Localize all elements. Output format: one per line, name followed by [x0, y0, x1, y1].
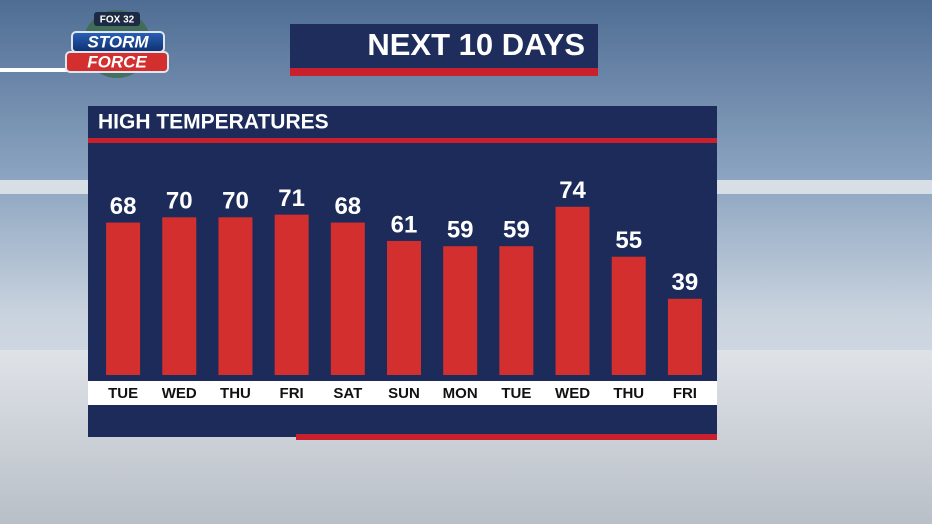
chart-title: NEXT 10 DAYS	[367, 27, 585, 62]
x-tick-label: FRI	[673, 385, 697, 402]
logo-line1: STORM	[87, 32, 149, 51]
bar	[555, 206, 590, 375]
bar	[499, 246, 534, 375]
value-label: 74	[559, 177, 586, 204]
logo: FOX 32 STORM FORCE	[65, 10, 169, 78]
x-tick-label: WED	[555, 385, 590, 402]
x-tick-label: FRI	[280, 385, 304, 402]
bar	[274, 214, 309, 375]
bar	[443, 246, 478, 375]
value-label: 71	[278, 185, 305, 212]
bar	[667, 298, 702, 375]
chart-subtitle: HIGH TEMPERATURES	[98, 111, 329, 134]
x-tick-label: THU	[220, 385, 251, 402]
value-label: 59	[447, 217, 474, 244]
value-label: 68	[334, 193, 361, 220]
value-label: 61	[391, 211, 418, 238]
x-tick-label: SAT	[333, 385, 362, 402]
logo-network: FOX 32	[100, 15, 135, 26]
value-label: 39	[672, 269, 699, 296]
value-label: 70	[222, 188, 249, 215]
bar	[330, 222, 365, 375]
x-tick-label: TUE	[501, 385, 531, 402]
x-tick-label: TUE	[108, 385, 138, 402]
panel-underline	[296, 434, 717, 440]
logo-line2: FORCE	[87, 52, 147, 71]
x-tick-label: THU	[613, 385, 644, 402]
bar	[162, 217, 197, 375]
value-label: 68	[110, 193, 137, 220]
x-tick-label: SUN	[388, 385, 420, 402]
x-tick-label: WED	[162, 385, 197, 402]
logo-line	[0, 68, 80, 72]
title-box	[290, 24, 598, 68]
value-label: 55	[615, 227, 642, 254]
bar	[106, 222, 141, 375]
subtitle-underline	[88, 138, 717, 143]
bar	[218, 217, 253, 375]
x-tick-label: MON	[443, 385, 478, 402]
logo-plate	[65, 51, 169, 73]
value-label: 59	[503, 217, 530, 244]
title-underline	[290, 68, 598, 76]
value-label: 70	[166, 188, 193, 215]
logo-badge	[94, 12, 140, 26]
bar	[611, 256, 646, 375]
bar	[387, 240, 421, 375]
label-strip	[88, 381, 717, 405]
